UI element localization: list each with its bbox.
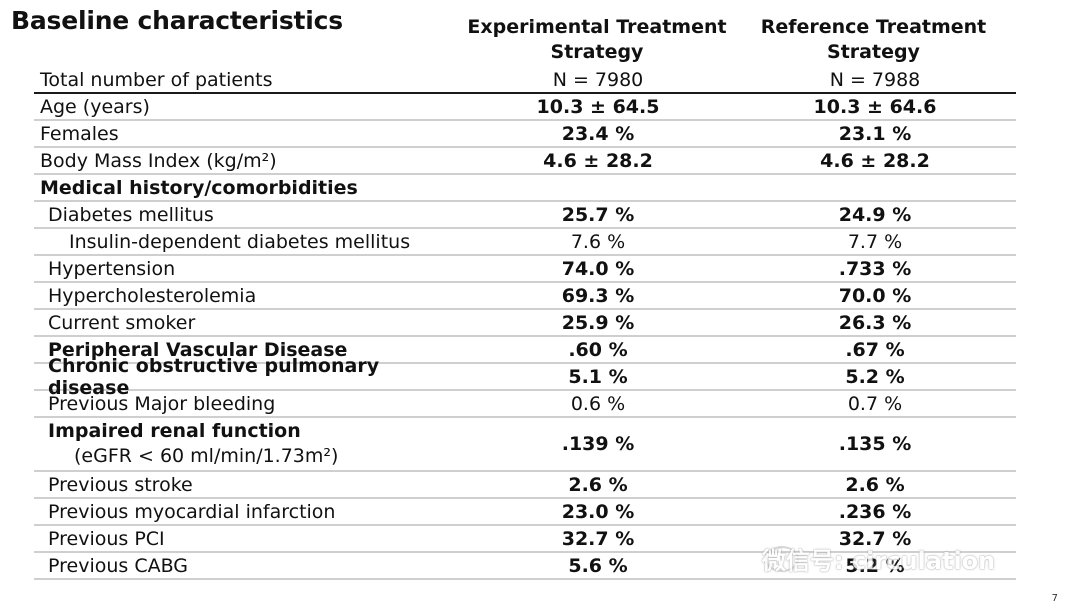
baseline-table: Total number of patients N = 7980 N = 7988…: [34, 68, 1016, 580]
column-header-experimental-line2: Strategy: [550, 41, 644, 63]
reference-value: 2.6 %: [845, 473, 905, 496]
experimental-value: 5.6 %: [568, 554, 628, 577]
table-row: Chronic obstructive pulmonary disease 5.1…: [34, 354, 1016, 399]
table-row: Medical history/comorbidities: [34, 175, 1016, 202]
table-row: Previous Major bleeding 0.6 % 0.7 %: [34, 391, 1016, 418]
page-number: 7: [1051, 593, 1058, 604]
row-label: Females: [40, 122, 119, 145]
row-label: Medical history/comorbidities: [40, 176, 358, 199]
table-row: Females 23.4 % 23.1 %: [34, 121, 1016, 148]
experimental-value: 10.3 ± 64.5: [536, 95, 660, 118]
reference-value: .733 %: [838, 257, 912, 280]
experimental-value: 23.4 %: [561, 122, 635, 145]
experimental-value: 32.7 %: [561, 527, 635, 550]
reference-value: 70.0 %: [838, 284, 912, 307]
experimental-value: N = 7980: [552, 69, 644, 91]
experimental-value: 23.0 %: [561, 500, 635, 523]
slide-title: Baseline characteristics: [11, 6, 343, 35]
table-row: Impaired renal function (eGFR < 60 ml/min…: [34, 418, 1016, 472]
reference-value: 23.1 %: [838, 122, 912, 145]
row-label: Previous CABG: [48, 554, 189, 577]
reference-value: 32.7 %: [838, 527, 912, 550]
table-row: Hypertension 74.0 % .733 %: [34, 256, 1016, 283]
row-label: Previous Major bleeding: [48, 392, 276, 415]
row-label-line2: (eGFR < 60 ml/min/1.73m²): [74, 445, 339, 467]
row-label: Impaired renal function (eGFR < 60 ml/min…: [48, 418, 456, 470]
reference-value: .135 %: [838, 433, 912, 455]
table-row: Total number of patients N = 7980 N = 7988: [34, 68, 1016, 94]
row-label: Chronic obstructive pulmonary disease: [48, 354, 380, 399]
reference-value: .236 %: [838, 500, 912, 523]
table-row: Previous stroke 2.6 % 2.6 %: [34, 472, 1016, 499]
table-row: Previous CABG 5.6 % 5.2 %: [34, 553, 1016, 580]
reference-value: .67 %: [845, 338, 905, 361]
reference-value: 24.9 %: [838, 203, 912, 226]
experimental-value: 25.9 %: [561, 311, 635, 334]
column-header-experimental-line1: Experimental Treatment: [467, 16, 727, 38]
reference-value: 0.7 %: [847, 392, 903, 415]
table-row: Body Mass Index (kg/m²) 4.6 ± 28.2 4.6 ± 2…: [34, 148, 1016, 175]
reference-value: 5.2 %: [845, 365, 905, 388]
watermark: 微信号: circulation: [762, 547, 996, 575]
row-label: Previous PCI: [48, 527, 165, 550]
experimental-value: 69.3 %: [561, 284, 635, 307]
reference-value: 5.2 %: [845, 554, 905, 577]
table-row: Age (years) 10.3 ± 64.5 10.3 ± 64.6: [34, 94, 1016, 121]
row-label: Previous myocardial infarction: [48, 500, 336, 523]
experimental-value: .139 %: [561, 433, 635, 455]
reference-value: 4.6 ± 28.2: [820, 149, 930, 172]
experimental-value: .60 %: [568, 338, 628, 361]
row-label: Hypercholesterolemia: [48, 284, 257, 307]
reference-value: 10.3 ± 64.6: [813, 95, 937, 118]
table-row: Diabetes mellitus 25.7 % 24.9 %: [34, 202, 1016, 229]
experimental-value: 5.1 %: [568, 365, 628, 388]
column-header-reference: Reference Treatment Strategy: [731, 15, 1016, 65]
reference-value: [734, 175, 1016, 200]
wechat-icon: [765, 546, 799, 572]
row-label-line1: Impaired renal function: [48, 420, 301, 442]
experimental-value: 25.7 %: [561, 203, 635, 226]
table-row: Insulin-dependent diabetes mellitus 7.6 %…: [34, 229, 1016, 256]
experimental-value: 7.6 %: [570, 230, 626, 253]
column-header-reference-line2: Strategy: [827, 41, 920, 63]
column-header-reference-line1: Reference Treatment: [760, 16, 987, 38]
row-label: Age (years): [40, 95, 150, 118]
experimental-value: 0.6 %: [570, 392, 626, 415]
reference-value: 7.7 %: [847, 230, 903, 253]
row-label: Insulin-dependent diabetes mellitus: [69, 230, 411, 253]
experimental-value: [464, 175, 732, 200]
row-label: Total number of patients: [40, 69, 273, 91]
table-row: Hypercholesterolemia 69.3 % 70.0 %: [34, 283, 1016, 310]
experimental-value: 74.0 %: [561, 257, 635, 280]
reference-value: 26.3 %: [838, 311, 912, 334]
row-label: Body Mass Index (kg/m²): [40, 149, 277, 172]
experimental-value: 4.6 ± 28.2: [543, 149, 653, 172]
row-label: Hypertension: [48, 257, 176, 280]
row-label: Diabetes mellitus: [48, 203, 214, 226]
table-row: Current smoker 25.9 % 26.3 %: [34, 310, 1016, 337]
table-row: Previous PCI 32.7 % 32.7 %: [34, 526, 1016, 553]
row-label: Current smoker: [48, 311, 196, 334]
row-label: Peripheral Vascular Disease: [48, 338, 348, 361]
row-label: Previous stroke: [48, 473, 193, 496]
table-row: Previous myocardial infarction 23.0 % .236…: [34, 499, 1016, 526]
column-header-experimental: Experimental Treatment Strategy: [463, 15, 731, 65]
table-row: Peripheral Vascular Disease .60 % .67 %: [34, 337, 1016, 364]
reference-value: N = 7988: [829, 69, 921, 91]
experimental-value: 2.6 %: [568, 473, 628, 496]
